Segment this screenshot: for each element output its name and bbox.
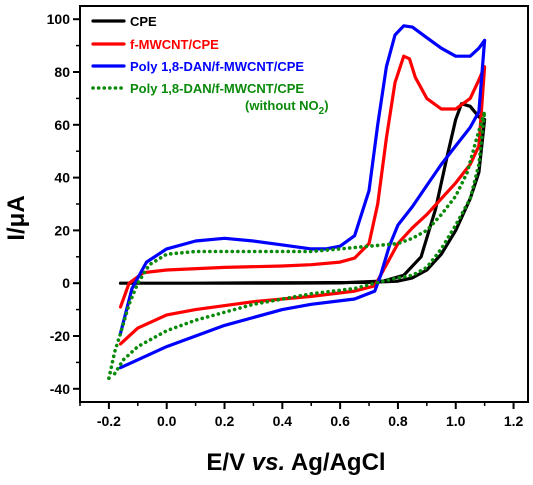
y-tick-label: 40 <box>54 170 70 186</box>
series-line-4 <box>107 109 487 380</box>
x-tick-label: -0.2 <box>97 413 121 429</box>
x-tick-label: 1.2 <box>504 413 524 429</box>
x-tick-label: 0.8 <box>388 413 408 429</box>
y-axis-title: I/μA <box>3 195 30 240</box>
x-axis-title: E/V vs. Ag/AgCl <box>206 449 385 476</box>
y-tick-label: -20 <box>50 328 70 344</box>
x-tick-label: 0.6 <box>330 413 350 429</box>
series-line-2 <box>118 54 487 346</box>
y-tick-label: 60 <box>54 117 70 133</box>
legend: CPE f-MWCNT/CPE Poly 1,8-DAN/f-MWCNT/CPE Po… <box>91 14 329 117</box>
series-line-1 <box>118 102 487 285</box>
axes: -0.2 0.0 0.2 0.4 0.6 0.8 1.0 1.2 -40 -20 0 20 40 60 80… <box>47 5 529 429</box>
x-tick-label: 1.0 <box>446 413 466 429</box>
legend-label-1: CPE <box>130 14 157 29</box>
y-tick-label: 80 <box>54 64 70 80</box>
x-tick-label: 0.0 <box>157 413 177 429</box>
y-tick-label: 0 <box>62 275 70 291</box>
y-tick-label: 100 <box>47 11 71 27</box>
y-tick-label: 20 <box>54 222 70 238</box>
legend-label-4: Poly 1,8-DAN/f-MWCNT/CPE <box>130 81 304 96</box>
legend-label-2: f-MWCNT/CPE <box>130 37 219 52</box>
legend-label-3: Poly 1,8-DAN/f-MWCNT/CPE <box>130 59 304 74</box>
x-axis-title-post: Ag/AgCl <box>285 449 385 476</box>
x-axis-title-pre: E/V <box>206 449 251 476</box>
series-group <box>107 24 487 380</box>
series-line-3 <box>118 24 487 370</box>
axis-titles: I/μA E/V vs. Ag/AgCl <box>3 195 386 476</box>
x-axis-title-italic: vs. <box>252 449 285 476</box>
legend-label-4-line2: (without NO2) <box>245 98 329 117</box>
y-tick-label: -40 <box>50 381 70 397</box>
x-tick-label: 0.2 <box>215 413 235 429</box>
x-tick-label: 0.4 <box>273 413 293 429</box>
